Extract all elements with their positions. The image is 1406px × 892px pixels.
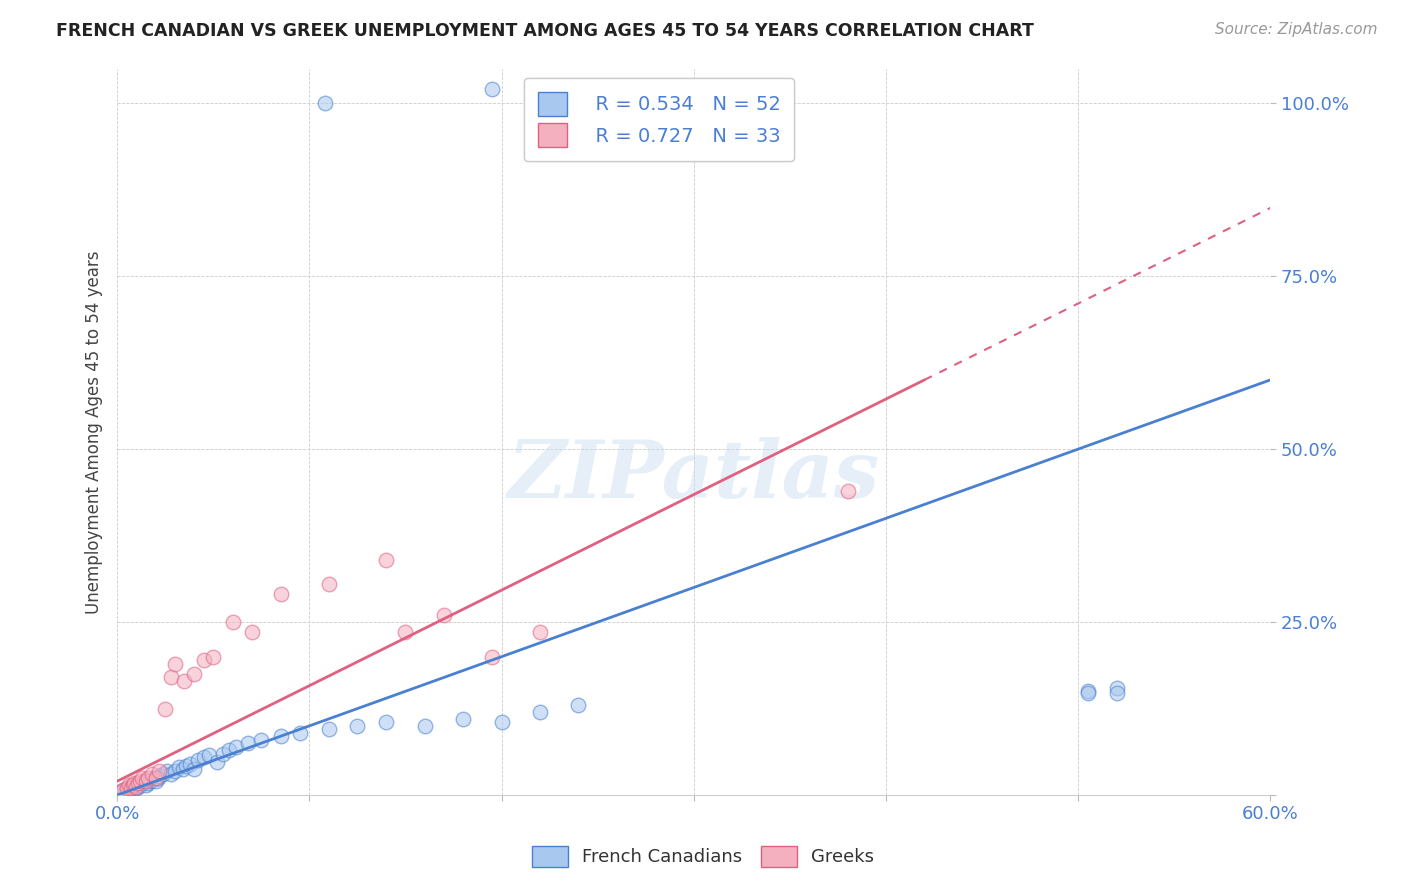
Point [179,756,201,771]
Point [152,767,174,781]
Point [529,625,551,640]
Point [394,625,416,640]
Point [139,774,162,789]
Point [120,781,142,796]
Point [135,774,157,789]
Point [236,736,259,750]
Point [183,667,205,681]
Point [132,774,155,789]
Point [141,767,163,781]
Point [173,673,195,688]
Point [129,774,152,789]
Point [120,781,142,796]
Point [148,769,170,783]
Point [124,775,146,789]
Point [451,712,474,726]
Point [183,762,205,776]
Point [193,653,215,667]
Point [270,587,292,601]
Point [433,608,456,623]
Point [172,762,194,776]
Point [114,784,136,798]
Point [148,764,170,778]
Point [413,719,436,733]
Legend: French Canadians, Greeks: French Canadians, Greeks [524,838,882,874]
Point [136,775,159,789]
Text: FRENCH CANADIAN VS GREEK UNEMPLOYMENT AMONG AGES 45 TO 54 YEARS CORRELATION CHAR: FRENCH CANADIAN VS GREEK UNEMPLOYMENT AM… [56,22,1035,40]
Point [163,764,186,778]
Point [121,780,143,794]
Point [529,705,551,719]
Point [1105,681,1128,695]
Point [125,780,148,794]
Point [160,767,183,781]
Point [111,782,134,797]
Point [288,726,311,740]
Point [491,715,513,730]
Point [481,82,503,96]
Point [110,784,132,798]
Point [1077,684,1099,698]
Point [187,754,209,768]
Y-axis label: Unemployment Among Ages 45 to 54 years: Unemployment Among Ages 45 to 54 years [86,250,103,614]
Point [240,625,263,640]
Point [129,778,152,792]
Point [115,781,138,796]
Point [567,698,589,712]
Point [205,755,228,769]
Point [375,715,398,730]
Point [163,657,186,671]
Point [314,96,336,111]
Point [202,649,225,664]
Point [125,781,148,796]
Point [250,732,273,747]
Point [131,771,153,785]
Point [318,577,340,591]
Point [110,784,132,798]
Point [141,772,163,787]
Point [346,719,368,733]
Point [375,553,398,567]
Point [160,670,183,684]
Point [1077,686,1099,700]
Legend:   R = 0.534   N = 52,   R = 0.727   N = 33: R = 0.534 N = 52, R = 0.727 N = 33 [524,78,794,161]
Point [145,771,167,785]
Point [198,747,221,762]
Point [111,782,134,797]
Point [146,771,169,785]
Point [127,780,149,794]
Point [127,775,149,789]
Point [115,781,138,796]
Point [318,723,340,737]
Point [481,649,503,664]
Point [135,778,157,792]
Point [225,739,247,754]
Text: ZIPatlas: ZIPatlas [508,437,880,514]
Point [131,775,153,789]
Text: Source: ZipAtlas.com: Source: ZipAtlas.com [1215,22,1378,37]
Point [142,771,165,785]
Point [125,778,148,792]
Point [156,764,179,778]
Point [270,729,292,743]
Point [121,778,143,792]
Point [124,778,146,792]
Point [136,771,159,785]
Point [193,750,215,764]
Point [118,782,141,797]
Point [1105,686,1128,700]
Point [221,615,243,629]
Point [118,778,141,792]
Point [176,759,198,773]
Point [155,701,177,715]
Point [167,760,190,774]
Point [837,483,859,498]
Point [212,747,235,761]
Point [218,743,240,757]
Point [145,774,167,789]
